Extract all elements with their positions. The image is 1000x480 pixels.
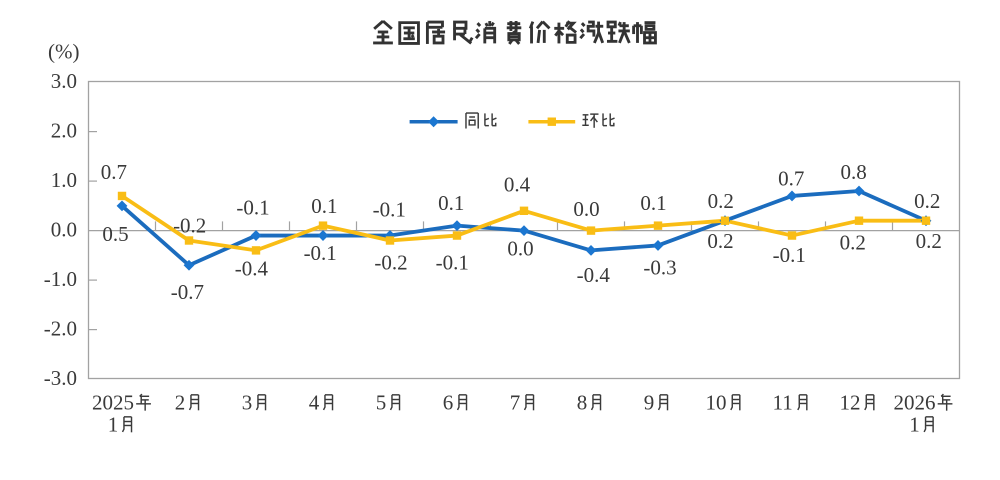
svg-text:0.0: 0.0 <box>507 237 533 261</box>
svg-text:12: 12 <box>840 391 861 415</box>
svg-text:(%): (%) <box>48 40 79 64</box>
svg-text:0.8: 0.8 <box>840 160 866 184</box>
svg-text:0.2: 0.2 <box>914 189 940 213</box>
svg-text:11: 11 <box>773 391 793 415</box>
svg-text:6: 6 <box>443 391 454 415</box>
svg-text:0.2: 0.2 <box>916 229 942 253</box>
svg-text:9: 9 <box>644 391 655 415</box>
svg-text:-2.0: -2.0 <box>44 317 77 341</box>
svg-text:4: 4 <box>309 391 320 415</box>
svg-text:0.1: 0.1 <box>438 191 464 215</box>
svg-text:7: 7 <box>510 391 521 415</box>
svg-text:0.2: 0.2 <box>707 229 733 253</box>
svg-text:2.0: 2.0 <box>51 119 77 143</box>
svg-text:-0.1: -0.1 <box>304 241 337 265</box>
svg-text:0.2: 0.2 <box>708 189 734 213</box>
svg-text:2025: 2025 <box>92 391 134 415</box>
svg-text:2026: 2026 <box>894 391 936 415</box>
svg-text:0.7: 0.7 <box>101 160 127 184</box>
svg-text:-0.1: -0.1 <box>436 250 469 274</box>
svg-text:0.2: 0.2 <box>840 230 866 254</box>
svg-text:5: 5 <box>376 391 387 415</box>
svg-text:-0.1: -0.1 <box>773 243 806 267</box>
svg-text:10: 10 <box>706 391 727 415</box>
svg-text:-0.2: -0.2 <box>173 214 206 238</box>
svg-text:1: 1 <box>108 413 119 437</box>
svg-text:-0.7: -0.7 <box>171 280 204 304</box>
svg-text:-0.4: -0.4 <box>577 263 611 287</box>
svg-text:-0.1: -0.1 <box>373 198 406 222</box>
svg-text:0.1: 0.1 <box>640 191 666 215</box>
svg-text:0.7: 0.7 <box>778 166 804 190</box>
svg-text:-3.0: -3.0 <box>44 366 77 390</box>
svg-text:3.0: 3.0 <box>51 69 77 93</box>
svg-text:-0.4: -0.4 <box>235 257 269 281</box>
svg-text:-1.0: -1.0 <box>44 267 77 291</box>
svg-text:8: 8 <box>577 391 588 415</box>
svg-text:2: 2 <box>175 391 186 415</box>
svg-text:0.5: 0.5 <box>102 222 128 246</box>
svg-text:0.1: 0.1 <box>311 194 337 218</box>
svg-text:3: 3 <box>242 391 253 415</box>
svg-text:0.0: 0.0 <box>51 218 77 242</box>
svg-text:0.0: 0.0 <box>573 197 599 221</box>
svg-text:-0.2: -0.2 <box>374 250 407 274</box>
svg-text:-0.1: -0.1 <box>236 196 269 220</box>
svg-text:-0.3: -0.3 <box>643 256 676 280</box>
svg-text:1: 1 <box>909 413 920 437</box>
svg-text:0.4: 0.4 <box>504 173 531 197</box>
svg-text:1.0: 1.0 <box>51 168 77 192</box>
